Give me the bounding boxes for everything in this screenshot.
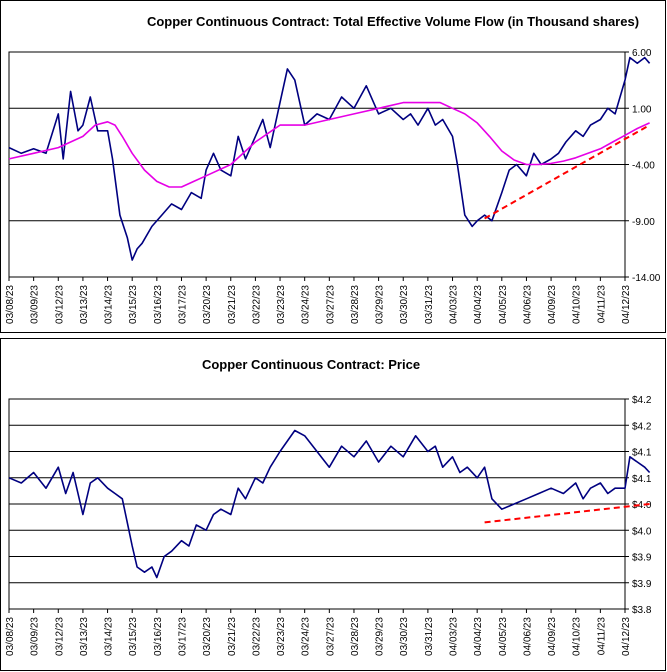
x-tick-label: 03/14/23 — [104, 617, 115, 656]
trend-line — [484, 503, 650, 524]
plot-area — [8, 398, 626, 610]
x-tick-label: 03/20/23 — [202, 617, 213, 656]
primary-series-line — [8, 56, 651, 261]
x-tick-label: 04/06/23 — [522, 617, 533, 656]
x-tick-label: 03/21/23 — [227, 617, 238, 656]
y-tick-label: -4.00 — [632, 161, 655, 172]
x-tick-label: 03/24/23 — [301, 617, 312, 656]
x-tick-label: 04/09/23 — [547, 285, 558, 324]
moving-average-line — [8, 101, 650, 188]
x-tick-label: 04/04/23 — [473, 617, 484, 656]
x-tick-label: 03/12/23 — [54, 617, 65, 656]
x-tick-label: 03/29/23 — [375, 285, 386, 324]
volume-flow-chart-panel: Copper Continuous Contract: Total Effect… — [0, 0, 666, 333]
y-tick-label: $4.2 — [632, 395, 652, 406]
x-tick-label: 04/12/23 — [621, 617, 632, 656]
x-tick-label: 03/08/23 — [5, 617, 16, 656]
y-tick-label: $4.1 — [632, 474, 652, 485]
x-tick-label: 03/30/23 — [399, 617, 410, 656]
y-tick-label: $4.0 — [632, 526, 652, 537]
x-tick-label: 04/10/23 — [572, 617, 583, 656]
x-tick-label: 03/28/23 — [350, 617, 361, 656]
primary-series-line — [8, 429, 651, 579]
x-tick-label: 03/31/23 — [424, 285, 435, 324]
x-tick-label: 04/11/23 — [596, 285, 607, 324]
x-tick-label: 04/10/23 — [572, 285, 583, 324]
x-tick-label: 03/30/23 — [399, 285, 410, 324]
x-tick-label: 03/29/23 — [375, 617, 386, 656]
y-tick-label: $4.1 — [632, 448, 652, 459]
x-tick-label: 04/03/23 — [449, 285, 460, 324]
x-tick-label: 04/03/23 — [449, 617, 460, 656]
x-tick-label: 03/17/23 — [177, 617, 188, 656]
y-tick-label: $4.2 — [632, 421, 652, 432]
y-tick-label: 6.00 — [632, 48, 652, 59]
x-tick-label: 03/15/23 — [128, 285, 139, 324]
x-tick-label: 03/20/23 — [202, 285, 213, 324]
x-tick-label: 03/09/23 — [30, 617, 41, 656]
x-tick-label: 04/12/23 — [621, 285, 632, 324]
x-tick-label: 03/31/23 — [424, 617, 435, 656]
x-tick-label: 03/15/23 — [128, 617, 139, 656]
x-tick-label: 03/09/23 — [30, 285, 41, 324]
plot-area — [8, 51, 626, 278]
y-tick-label: -14.00 — [632, 273, 661, 284]
price-chart: $4.2 $4.2 $4.1 $4.1 $4.0 $4.0 $3.9 $3.9 $3.8 03/0… — [5, 395, 652, 656]
x-tick-label: 03/16/23 — [153, 285, 164, 324]
x-tick-label: 03/12/23 — [54, 285, 65, 324]
x-tick-label: 03/27/23 — [325, 285, 336, 324]
x-tick-label: 03/13/23 — [79, 617, 90, 656]
x-tick-label: 03/16/23 — [153, 617, 164, 656]
x-tick-label: 03/23/23 — [276, 285, 287, 324]
x-tick-label: 03/13/23 — [79, 285, 90, 324]
x-tick-label: 03/28/23 — [350, 285, 361, 324]
x-tick-label: 04/09/23 — [547, 617, 558, 656]
price-chart-panel: Copper Continuous Contract: Price $4.2 $4… — [0, 338, 666, 671]
x-tick-label: 03/22/23 — [251, 617, 262, 656]
x-tick-label: 04/05/23 — [498, 617, 509, 656]
x-tick-label: 03/14/23 — [104, 285, 115, 324]
x-tick-label: 03/08/23 — [5, 285, 16, 324]
volume-flow-chart: 6.00 1.00 -4.00 -9.00 -14.00 03/08/23 03/09/23… — [5, 48, 661, 324]
x-tick-label: 03/24/23 — [301, 285, 312, 324]
y-tick-label: $3.9 — [632, 553, 652, 564]
y-tick-label: 1.00 — [632, 104, 652, 115]
x-tick-label: 03/21/23 — [227, 285, 238, 324]
volume-flow-chart-title: Copper Continuous Contract: Total Effect… — [146, 14, 640, 29]
price-chart-title: Copper Continuous Contract: Price — [201, 357, 421, 372]
y-tick-label: -9.00 — [632, 217, 655, 228]
x-tick-label: 04/04/23 — [473, 285, 484, 324]
x-tick-label: 03/27/23 — [325, 617, 336, 656]
y-tick-label: $3.8 — [632, 605, 652, 616]
x-tick-label: 03/17/23 — [177, 285, 188, 324]
x-tick-label: 04/05/23 — [498, 285, 509, 324]
y-tick-label: $3.9 — [632, 579, 652, 590]
x-tick-label: 03/23/23 — [276, 617, 287, 656]
trend-line — [484, 124, 651, 220]
x-tick-label: 04/11/23 — [596, 617, 607, 656]
x-tick-label: 03/22/23 — [251, 285, 262, 324]
y-tick-label: $4.0 — [632, 500, 652, 511]
x-tick-label: 04/06/23 — [522, 285, 533, 324]
